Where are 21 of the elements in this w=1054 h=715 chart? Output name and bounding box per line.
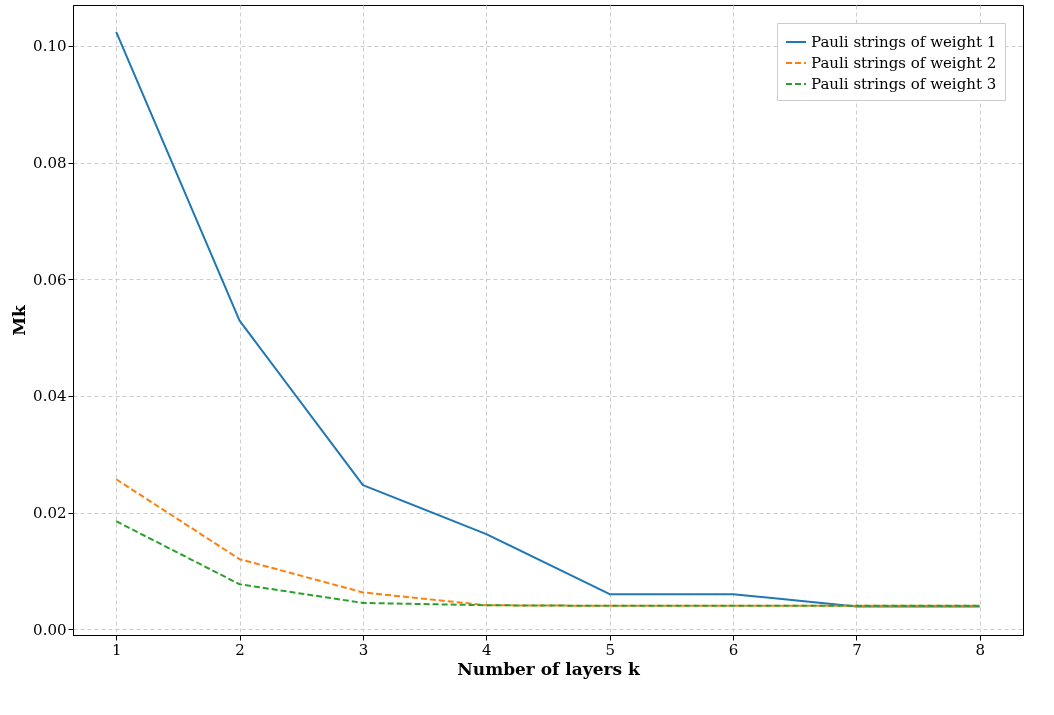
x-tick-label: 8 — [975, 640, 986, 659]
y-tick-label: 0.00 — [33, 620, 67, 639]
x-axis-title: Number of layers k — [457, 658, 641, 679]
x-tick-label: 4 — [482, 640, 492, 659]
y-tick-label: 0.10 — [33, 37, 67, 56]
x-tick-label: 2 — [235, 640, 245, 659]
x-tick-label: 3 — [358, 640, 369, 659]
x-tick-label: 5 — [605, 640, 615, 659]
x-tick-label: 6 — [728, 640, 739, 659]
legend-label: Pauli strings of weight 2 — [811, 54, 997, 72]
y-tick-label: 0.06 — [33, 270, 67, 289]
y-axis-title: Mk — [9, 303, 30, 336]
line-series — [115, 520, 981, 607]
legend-label: Pauli strings of weight 3 — [811, 75, 997, 93]
y-tick-label: 0.04 — [33, 387, 67, 406]
y-tick-label: 0.02 — [33, 504, 67, 522]
x-tick-label: 7 — [852, 640, 862, 659]
y-tick-label: 0.08 — [33, 154, 67, 172]
legend-label: Pauli strings of weight 1 — [811, 33, 997, 51]
line-series — [115, 478, 981, 607]
x-tick-label: 1 — [111, 640, 122, 659]
